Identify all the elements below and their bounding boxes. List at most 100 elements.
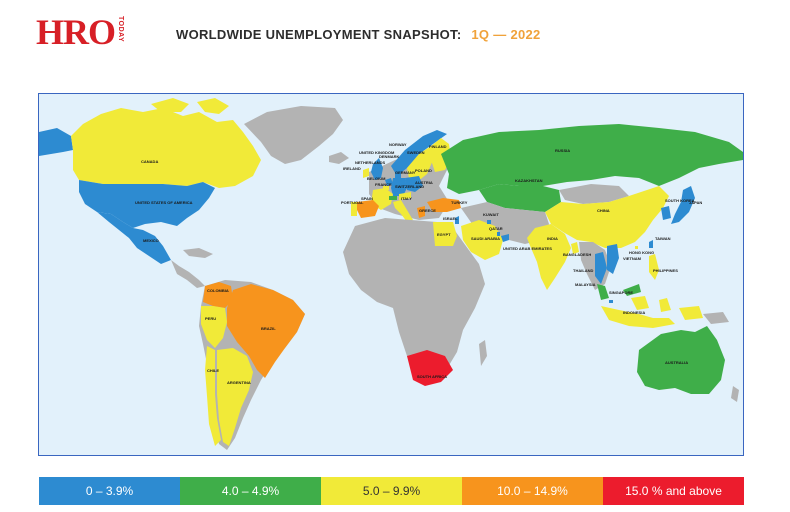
label-sweden: SWEDEN (407, 150, 425, 155)
norway-shape (391, 130, 447, 176)
peru-shape (201, 306, 227, 348)
label-norway: NORWAY (389, 142, 407, 147)
south-africa-shape (407, 350, 453, 386)
label-italy: ITALY (401, 196, 412, 201)
mongolia-shape (559, 184, 629, 204)
label-israel: ISRAEL (443, 216, 458, 221)
legend-item-band-4: 15.0 % and above (603, 477, 744, 505)
label-chile: CHILE (207, 368, 219, 373)
egypt-shape (433, 222, 457, 246)
label-japan: JAPAN (689, 200, 702, 205)
madagascar-shape (479, 340, 487, 366)
label-ireland: IRELAND (343, 166, 361, 171)
malaysia-shape (597, 284, 641, 300)
philippines-shape (649, 254, 659, 280)
kazakhstan-shape (479, 184, 561, 212)
indonesia-shape (601, 296, 703, 328)
label-australia: AUSTRALIA (665, 360, 688, 365)
legend: 0 – 3.9% 4.0 – 4.9% 5.0 – 9.9% 10.0 – 14… (39, 477, 744, 505)
label-saudi-arabia: SAUDI ARABIA (471, 236, 500, 241)
label-colombia: COLOMBIA (207, 288, 229, 293)
israel-shape (455, 216, 459, 224)
label-belgium: BELGIUM (367, 176, 386, 181)
label-turkey: TURKEY (451, 200, 468, 205)
caribbean-shape (183, 248, 213, 258)
russia-shape (441, 124, 743, 194)
label-germany: GERMANY (395, 170, 416, 175)
uk-shape (371, 158, 383, 180)
canada-islands-shape (151, 98, 229, 114)
argentina-shape (217, 348, 253, 446)
portugal-shape (351, 202, 357, 216)
turkey-shape (427, 198, 461, 212)
label-argentina: ARGENTINA (227, 380, 251, 385)
title-text: WORLDWIDE UNEMPLOYMENT SNAPSHOT: (176, 27, 462, 42)
world-map-svg: CANADA UNITED STATES OF AMERICA MEXICO C… (39, 98, 743, 450)
label-vietnam: VIETNAM (623, 256, 642, 261)
italy-shape (393, 200, 413, 222)
taiwan-shape (649, 240, 653, 248)
netherlands-shape (385, 178, 393, 186)
label-netherlands: NETHERLANDS (355, 160, 386, 165)
canada-shape (71, 108, 261, 188)
usa-shape (79, 180, 215, 228)
label-hong-kong: HONG KONG (629, 250, 654, 255)
label-denmark: DENMARK (379, 154, 400, 159)
alaska-shape (39, 128, 73, 156)
hong-kong-shape (635, 246, 638, 249)
label-kuwait: KUWAIT (483, 212, 499, 217)
central-asia-base-shape (461, 202, 549, 244)
label-russia: RUSSIA (555, 148, 570, 153)
india-shape (527, 224, 571, 290)
label-finland: FINLAND (429, 144, 447, 149)
mexico-shape (97, 212, 171, 264)
world-map: CANADA UNITED STATES OF AMERICA MEXICO C… (38, 93, 744, 456)
legend-item-band-0: 0 – 3.9% (39, 477, 180, 505)
sweden-shape (407, 146, 433, 182)
uae-shape (501, 234, 509, 242)
spain-shape (357, 200, 379, 218)
new-zealand-shape (731, 386, 739, 402)
label-malaysia: MALAYSIA (575, 282, 596, 287)
switzerland-shape (389, 196, 397, 200)
label-egypt: EGYPT (437, 232, 451, 237)
iceland-shape (329, 152, 349, 164)
kuwait-shape (487, 220, 491, 224)
legend-item-band-1: 4.0 – 4.9% (180, 477, 321, 505)
label-kazakhstan: KAZAKHSTAN (515, 178, 543, 183)
logo-main-text: HRO (36, 12, 116, 52)
label-poland: POLAND (415, 168, 432, 173)
label-thailand: THAILAND (573, 268, 594, 273)
page-title: WORLDWIDE UNEMPLOYMENT SNAPSHOT: 1Q — 20… (176, 27, 541, 42)
logo-sub-text: TODAY (117, 16, 125, 43)
label-austria: AUSTRIA (415, 180, 433, 185)
label-spain: SPAIN (361, 196, 373, 201)
label-india: INDIA (547, 236, 558, 241)
label-taiwan: TAIWAN (655, 236, 671, 241)
legend-item-band-3: 10.0 – 14.9% (462, 477, 603, 505)
chile-shape (205, 346, 221, 446)
title-period: 1Q — 2022 (471, 27, 541, 42)
poland-shape (405, 176, 423, 192)
png-shape (703, 312, 729, 324)
thailand-shape (595, 252, 607, 284)
label-singapore: SINGAPORE (609, 290, 633, 295)
label-philippines: PHILIPPINES (653, 268, 678, 273)
ireland-shape (363, 168, 369, 178)
label-usa: UNITED STATES OF AMERICA (135, 200, 193, 205)
label-portugal: PORTUGAL (341, 200, 364, 205)
singapore-shape (609, 300, 613, 303)
label-china: CHINA (597, 208, 610, 213)
label-uae: UNITED ARAB EMIRATES (503, 246, 552, 251)
label-indonesia: INDONESIA (623, 310, 645, 315)
label-france: FRANCE (375, 182, 392, 187)
label-peru: PERU (205, 316, 216, 321)
austria-shape (399, 192, 411, 200)
label-canada: CANADA (141, 159, 158, 164)
saudi-arabia-shape (461, 220, 503, 260)
denmark-shape (395, 170, 401, 178)
africa-base-shape (343, 218, 485, 380)
bangladesh-shape (571, 242, 579, 254)
japan-shape (671, 186, 695, 224)
label-south-africa: SOUTH AFRICA (417, 374, 447, 379)
